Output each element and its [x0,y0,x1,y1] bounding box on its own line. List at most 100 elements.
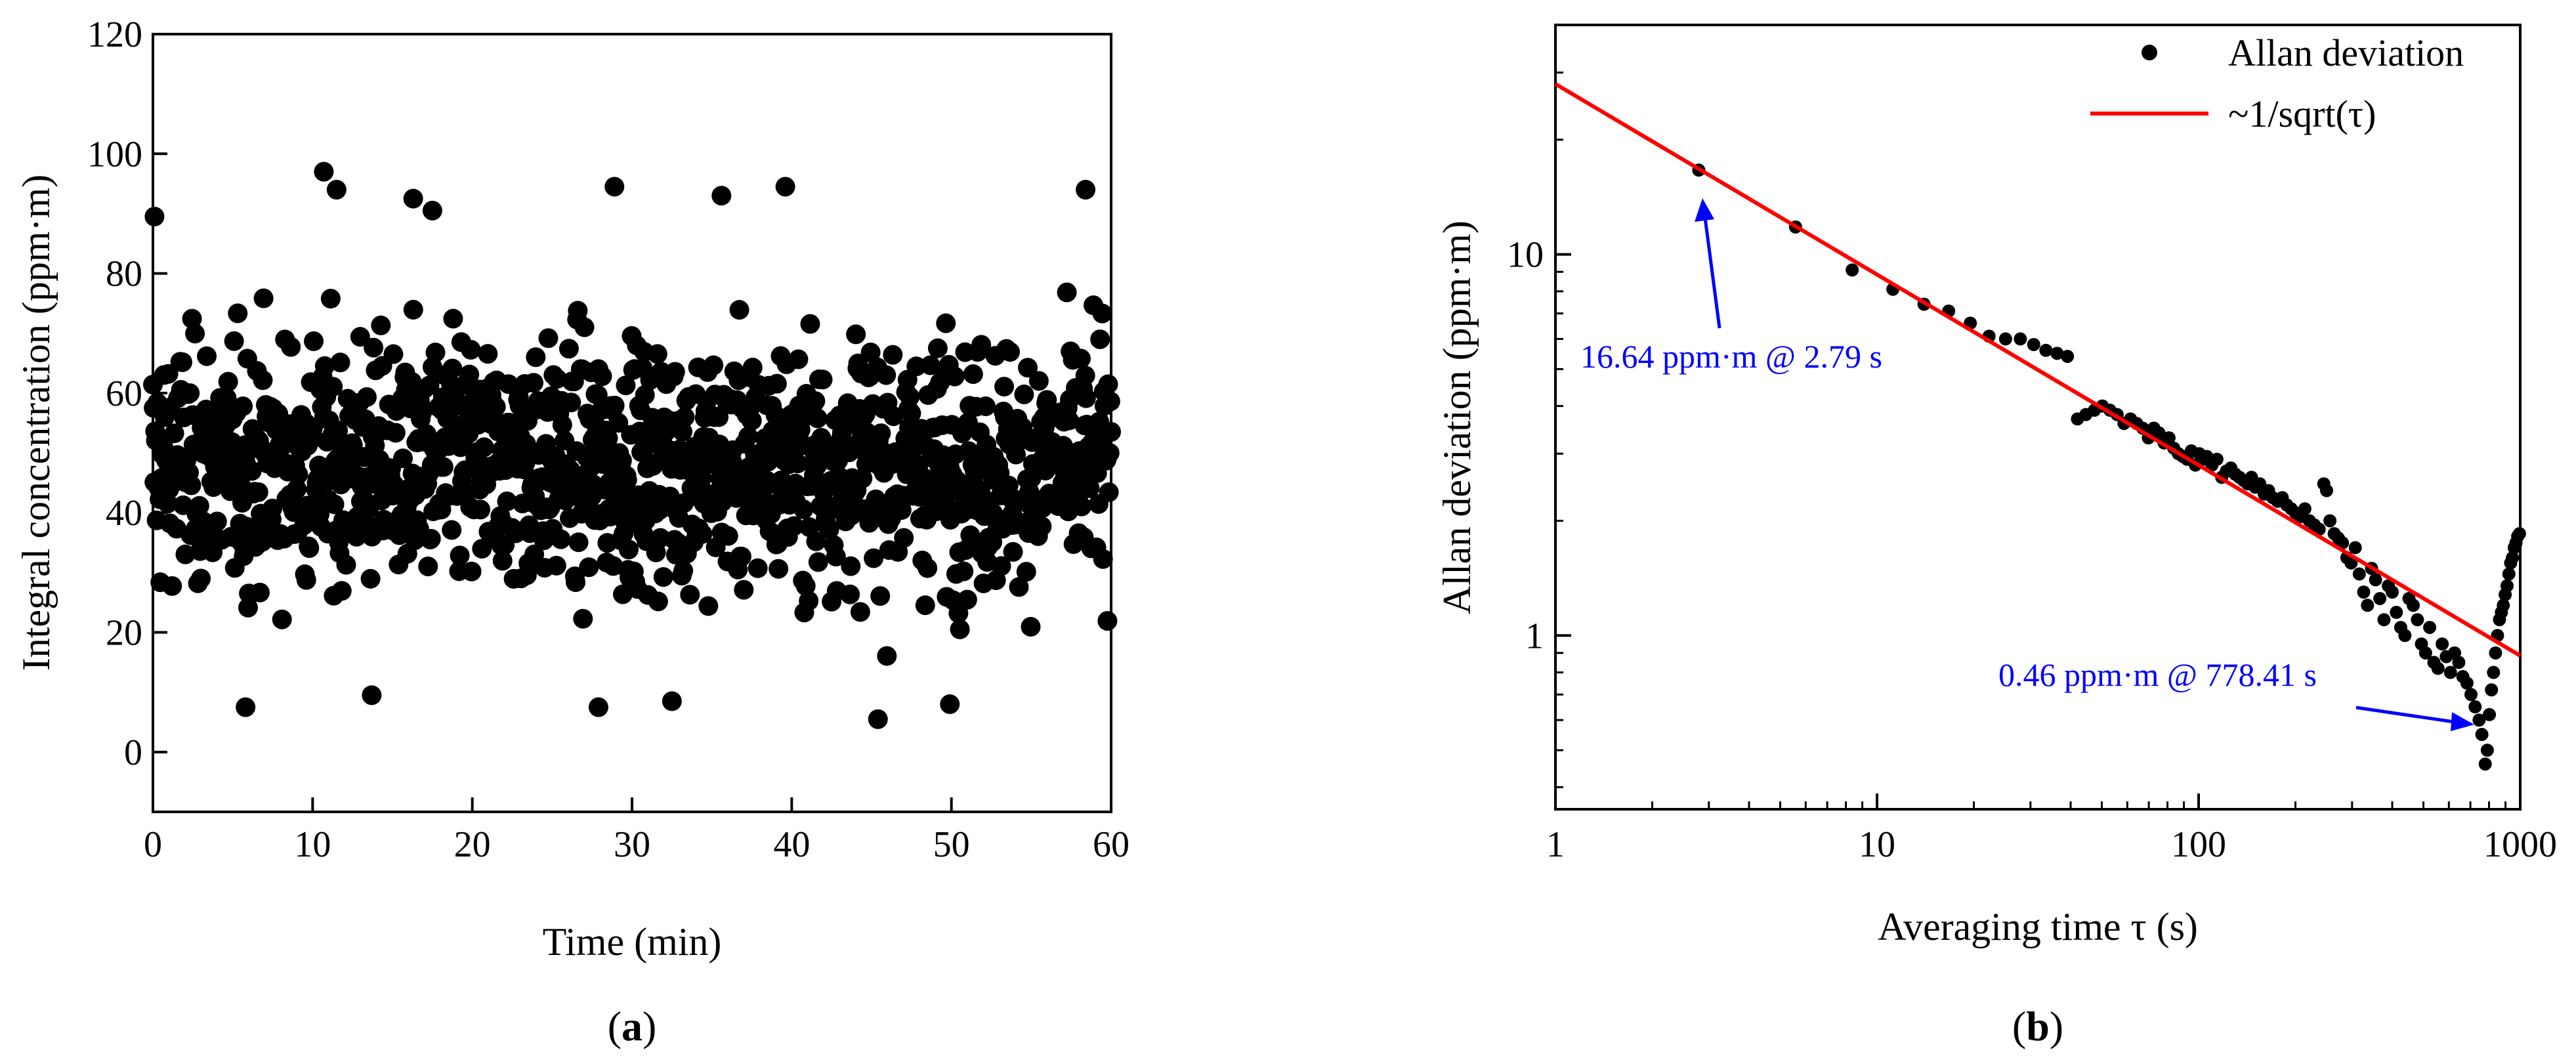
data-point [871,423,891,444]
data-point [288,464,308,484]
x-tick-label: 40 [773,824,810,865]
data-point [181,475,201,496]
data-point [1099,482,1119,502]
data-point [936,313,956,333]
allan-point [2500,579,2514,593]
data-point [1016,562,1036,582]
allan-point [2468,700,2482,713]
data-point [799,591,819,611]
data-point [486,396,506,417]
data-point [158,494,178,514]
data-point [603,556,623,576]
data-point [459,364,480,385]
annotation-top-arrowhead [1695,198,1714,222]
data-point [877,646,897,666]
data-point [524,544,545,564]
data-point [940,694,960,714]
data-point [421,528,441,549]
allan-point [2475,728,2489,742]
y-tick-label: 1 [1525,616,1544,656]
data-point [364,337,384,358]
y-tick-label: 40 [106,493,142,534]
data-point [1006,444,1026,465]
data-point [769,559,789,579]
y-tick-label: 10 [1507,235,1544,276]
allan-point [2472,713,2486,727]
data-point [806,531,826,551]
data-point [991,556,1011,576]
data-point [692,524,713,544]
panel-a-x-ticks: 0 10 20 30 40 50 60 [144,797,1130,865]
data-point [478,344,498,364]
data-point [788,349,809,370]
data-point [263,498,283,518]
data-point [218,371,238,392]
data-point [371,315,391,335]
data-point [767,373,787,394]
allan-point [2480,744,2494,757]
data-point [328,420,348,440]
data-point [249,582,270,603]
data-point [944,366,965,387]
x-tick-label: 30 [614,824,650,865]
data-point [272,609,292,629]
data-point [461,339,481,360]
data-point [692,468,712,488]
allan-point [2398,629,2412,643]
data-point [604,395,625,415]
data-point [144,207,165,227]
data-point [846,324,866,345]
data-point [918,558,938,578]
data-point [1009,577,1029,597]
panel-b-y-ticks: 1 10 [1507,235,1571,656]
data-point [1057,282,1077,303]
data-point [523,373,543,393]
data-point [233,396,253,417]
data-point [1093,549,1113,569]
data-point [868,709,888,729]
legend-entry-fit: ~1/sqrt(τ) [2228,93,2376,135]
allan-point [2152,426,2166,440]
data-point [675,407,695,427]
data-point [870,586,891,606]
y-tick-label: 20 [106,613,142,654]
data-point [461,561,482,582]
data-point [538,328,559,349]
data-point [604,177,625,197]
panel-b-fit-line [1554,82,2522,658]
allan-point [2423,620,2437,634]
data-point [800,314,820,334]
x-tick-label: 0 [144,824,162,865]
data-point [742,358,763,378]
data-point [588,697,608,717]
y-tick-label: 80 [106,254,142,295]
data-point [472,539,492,559]
data-point [1098,374,1118,394]
data-point [665,362,685,382]
x-tick-label: 20 [454,824,491,865]
allan-point [2386,585,2399,599]
allan-point [2487,666,2501,679]
y-tick-label: 0 [124,732,142,773]
data-point [957,589,977,610]
allan-point [2489,646,2502,660]
data-point [314,161,334,182]
allan-point [2407,599,2420,612]
data-point [385,423,406,443]
data-point [248,482,268,502]
allan-point [2512,527,2526,541]
x-tick-label: 10 [1859,824,1895,865]
data-point [927,338,948,358]
data-point [579,557,599,578]
data-point [330,352,350,373]
data-point [287,479,307,499]
data-point [331,581,352,601]
allan-point [1998,332,2012,346]
data-point [253,288,274,308]
data-point [1090,329,1110,349]
data-point [559,339,579,359]
allan-point [2050,347,2064,360]
x-tick-label: 1000 [2483,824,2557,865]
data-point [614,485,635,505]
